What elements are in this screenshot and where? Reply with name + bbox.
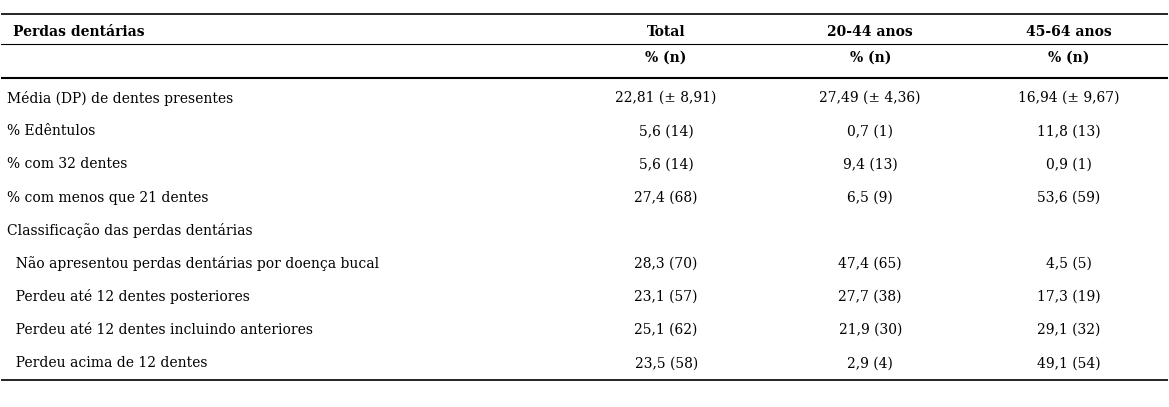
Text: 4,5 (5): 4,5 (5): [1045, 257, 1092, 271]
Text: 23,5 (58): 23,5 (58): [635, 356, 698, 370]
Text: % (n): % (n): [850, 51, 891, 65]
Text: Perdas dentárias: Perdas dentárias: [13, 25, 145, 39]
Text: 27,7 (38): 27,7 (38): [838, 290, 902, 304]
Text: 47,4 (65): 47,4 (65): [838, 257, 902, 271]
Text: 5,6 (14): 5,6 (14): [638, 124, 693, 138]
Text: % com menos que 21 dentes: % com menos que 21 dentes: [7, 190, 209, 205]
Text: Classificação das perdas dentárias: Classificação das perdas dentárias: [7, 223, 253, 238]
Text: 0,7 (1): 0,7 (1): [848, 124, 893, 138]
Text: Total: Total: [646, 25, 685, 39]
Text: 27,4 (68): 27,4 (68): [635, 190, 698, 205]
Text: Média (DP) de dentes presentes: Média (DP) de dentes presentes: [7, 91, 234, 105]
Text: 5,6 (14): 5,6 (14): [638, 158, 693, 171]
Text: 17,3 (19): 17,3 (19): [1037, 290, 1100, 304]
Text: Perdeu acima de 12 dentes: Perdeu acima de 12 dentes: [7, 356, 208, 370]
Text: 0,9 (1): 0,9 (1): [1045, 158, 1092, 171]
Text: Não apresentou perdas dentárias por doença bucal: Não apresentou perdas dentárias por doen…: [7, 256, 380, 271]
Text: 21,9 (30): 21,9 (30): [838, 323, 902, 337]
Text: 2,9 (4): 2,9 (4): [848, 356, 893, 370]
Text: % (n): % (n): [1047, 51, 1090, 65]
Text: 20-44 anos: 20-44 anos: [828, 25, 913, 39]
Text: 23,1 (57): 23,1 (57): [635, 290, 698, 304]
Text: % Edêntulos: % Edêntulos: [7, 124, 96, 138]
Text: 22,81 (± 8,91): 22,81 (± 8,91): [615, 91, 717, 105]
Text: 11,8 (13): 11,8 (13): [1037, 124, 1100, 138]
Text: 28,3 (70): 28,3 (70): [635, 257, 698, 271]
Text: 27,49 (± 4,36): 27,49 (± 4,36): [819, 91, 921, 105]
Text: 53,6 (59): 53,6 (59): [1037, 190, 1100, 205]
Text: 6,5 (9): 6,5 (9): [848, 190, 893, 205]
Text: % (n): % (n): [645, 51, 687, 65]
Text: Perdeu até 12 dentes incluindo anteriores: Perdeu até 12 dentes incluindo anteriore…: [7, 323, 313, 337]
Text: 16,94 (± 9,67): 16,94 (± 9,67): [1018, 91, 1119, 105]
Text: 9,4 (13): 9,4 (13): [843, 158, 898, 171]
Text: 25,1 (62): 25,1 (62): [635, 323, 698, 337]
Text: 45-64 anos: 45-64 anos: [1025, 25, 1112, 39]
Text: 29,1 (32): 29,1 (32): [1037, 323, 1100, 337]
Text: % com 32 dentes: % com 32 dentes: [7, 158, 127, 171]
Text: 49,1 (54): 49,1 (54): [1037, 356, 1100, 370]
Text: Perdeu até 12 dentes posteriores: Perdeu até 12 dentes posteriores: [7, 289, 250, 304]
